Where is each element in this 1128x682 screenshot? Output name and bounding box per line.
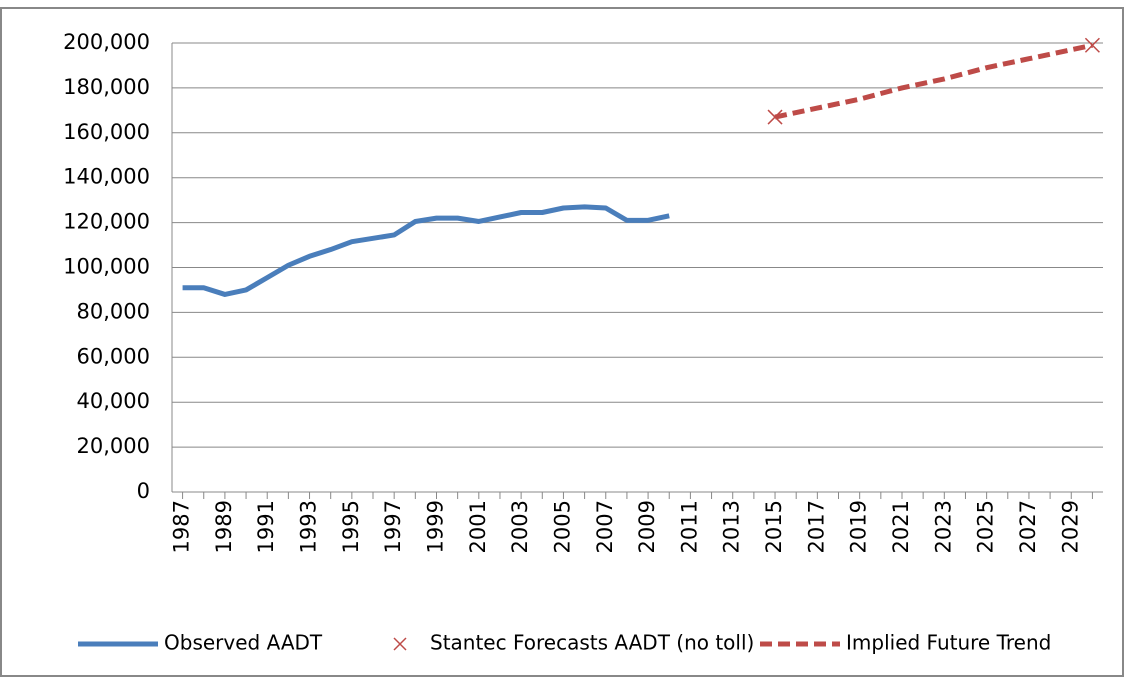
legend-label: Stantec Forecasts AADT (no toll): [430, 631, 754, 655]
x-tick-label: 1991: [254, 500, 278, 553]
x-tick-label: 2005: [550, 500, 574, 553]
chart-border: [0, 7, 1124, 677]
x-tick-label: 1989: [212, 500, 236, 553]
x-tick-label: 2025: [974, 500, 998, 553]
x-tick-label: 2021: [889, 500, 913, 553]
x-tick-label: 1987: [170, 500, 194, 553]
y-tick-label: 100,000: [63, 255, 150, 279]
x-tick-label: 2003: [508, 500, 532, 553]
x-tick-label: 1997: [381, 500, 405, 553]
x-tick-label: 2009: [635, 500, 659, 553]
x-tick-label: 2019: [847, 500, 871, 553]
legend-label: Observed AADT: [164, 631, 323, 655]
x-tick-label: 2007: [593, 500, 617, 553]
y-tick-label: 180,000: [63, 75, 150, 99]
marker: [767, 109, 783, 125]
legend-marker: [393, 637, 407, 651]
y-tick-label: 40,000: [77, 389, 150, 413]
y-tick-label: 20,000: [77, 434, 150, 458]
legend: Observed AADT Stantec Forecasts AADT (no …: [78, 631, 1051, 655]
y-tick-label: 200,000: [63, 30, 150, 54]
x-tick-label: 2015: [762, 500, 786, 553]
x-tick-label: 2023: [931, 500, 955, 553]
legend-label: Implied Future Trend: [846, 631, 1051, 655]
y-tick-label: 0: [137, 479, 150, 503]
series-line: [182, 204, 670, 297]
series-line: [774, 42, 1093, 120]
x-tick-label: 2011: [677, 500, 701, 553]
x-tick-label: 2017: [804, 500, 828, 553]
y-tick-label: 60,000: [77, 344, 150, 368]
x-tick-label: 1999: [423, 500, 447, 553]
x-tick-label: 1993: [297, 500, 321, 553]
x-tick-label: 2027: [1016, 500, 1040, 553]
x-tick-label: 2029: [1058, 500, 1082, 553]
x-tick-label: 2001: [466, 500, 490, 553]
y-tick-label: 160,000: [63, 120, 150, 144]
x-tick-label: 1995: [339, 500, 363, 553]
y-tick-label: 140,000: [63, 165, 150, 189]
y-tick-label: 120,000: [63, 210, 150, 234]
x-tick-label: 2013: [720, 500, 744, 553]
y-tick-label: 80,000: [77, 299, 150, 323]
